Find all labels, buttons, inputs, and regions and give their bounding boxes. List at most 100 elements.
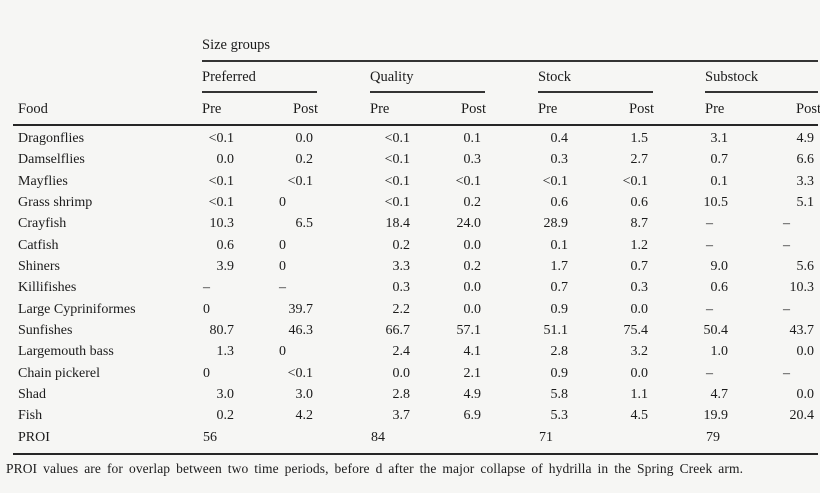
table-cell: 0.3: [463, 152, 482, 168]
table-cell: <0.1: [384, 173, 410, 189]
preferred-post-header: Post: [293, 101, 318, 117]
table-cell: 0.1: [463, 131, 482, 146]
table-cell: 4.5: [630, 408, 649, 424]
table-cell: 10.3: [209, 216, 235, 232]
table-cell: 0.9: [550, 301, 569, 317]
table-cell: 0.3: [392, 280, 411, 296]
table-cell: 3.2: [630, 344, 649, 360]
table-row: Fish 0.2 4.2 3.7 6.9 5.3 4.5 19.9 20.4: [0, 405, 820, 426]
column-group-substock: Substock: [705, 69, 759, 85]
table-cell: 43.7: [789, 323, 815, 339]
table-cell: 0: [203, 301, 210, 317]
row-label: Shad: [18, 387, 46, 403]
table-cell: 0.3: [550, 152, 569, 168]
row-label: Chain pickerel: [18, 365, 101, 381]
table-cell: 5.8: [550, 387, 569, 403]
substock-pre-header: Pre: [705, 101, 725, 117]
table-cell: 10.3: [789, 280, 815, 296]
table-cell: –: [783, 216, 790, 232]
table-cell: 0.9: [550, 365, 569, 381]
table-body: Dragonflies <0.1 0.0 <0.1 0.1 0.4 1.5 3.1 4.9 Dam…: [0, 128, 820, 448]
table-row: Large Cypriniformes 0 39.7 2.2 0.0 0.9 0.0 – –: [0, 299, 820, 320]
table-cell: 2.1: [463, 365, 482, 381]
table-row: Dragonflies <0.1 0.0 <0.1 0.1 0.4 1.5 3.1 4.9: [0, 128, 820, 149]
table-cell: –: [706, 365, 713, 381]
table-cell: 2.8: [392, 387, 411, 403]
table-cell: 3.3: [796, 173, 815, 189]
table-cell: 5.1: [796, 195, 815, 211]
table-cell: 0.4: [550, 131, 569, 146]
table-cell: 0.1: [550, 237, 569, 253]
table-cell: 0.3: [630, 280, 649, 296]
table-cell: 20.4: [789, 408, 815, 424]
table-cell: 66.7: [385, 323, 411, 339]
row-label: Catfish: [18, 237, 59, 253]
table-row: Damselflies 0.0 0.2 <0.1 0.3 0.3 2.7 0.7 6.6: [0, 149, 820, 170]
table-cell: 0.0: [216, 152, 235, 168]
stock-post-header: Post: [629, 101, 654, 117]
preferred-rule: [202, 91, 317, 93]
row-label: Fish: [18, 408, 43, 424]
table-cell: 0.7: [710, 152, 729, 168]
table-cell: <0.1: [208, 195, 234, 211]
table-cell: 3.9: [216, 259, 235, 275]
table-cell: 4.9: [463, 387, 482, 403]
row-label: Mayflies: [18, 173, 68, 189]
table-row: Mayflies <0.1 <0.1 <0.1 <0.1 <0.1 <0.1 0.1 3.3: [0, 171, 820, 192]
table-cell: 1.0: [710, 344, 729, 360]
table-cell: –: [706, 216, 713, 232]
table-cell: 19.9: [703, 408, 729, 424]
table-cell: 6.5: [295, 216, 314, 232]
table-row: PROI 56 84 71 79: [0, 427, 820, 448]
size-groups-spanner-label: Size groups: [202, 37, 271, 53]
column-group-preferred: Preferred: [202, 69, 256, 85]
column-group-quality: Quality: [370, 69, 414, 85]
table-cell: 28.9: [543, 216, 569, 232]
table-cell: <0.1: [455, 173, 481, 189]
table-cell: 2.7: [630, 152, 649, 168]
table-cell: 0: [203, 365, 210, 381]
table-bottom-rule: [13, 453, 818, 456]
quality-rule: [370, 91, 485, 93]
row-label: PROI: [18, 429, 50, 445]
table-cell: 46.3: [288, 323, 314, 339]
table-row: Sunfishes 80.7 46.3 66.7 57.1 51.1 75.4 50.4 43.…: [0, 320, 820, 341]
table-row: Grass shrimp <0.1 0 <0.1 0.2 0.6 0.6 10.5 5.1: [0, 192, 820, 213]
table-footnote: PROI values are for overlap between two …: [6, 461, 744, 476]
table-cell: 0.2: [216, 408, 235, 424]
table-cell: 84: [371, 429, 385, 445]
table-cell: 0: [279, 344, 286, 360]
table-cell: 0.6: [630, 195, 649, 211]
table-cell: <0.1: [384, 152, 410, 168]
table-cell: 1.7: [550, 259, 569, 275]
row-label: Large Cypriniformes: [18, 301, 136, 317]
table-cell: –: [783, 365, 790, 381]
column-group-stock: Stock: [538, 69, 572, 85]
table-cell: 0.6: [216, 237, 235, 253]
row-label: Dragonflies: [18, 131, 85, 146]
table-cell: 5.3: [550, 408, 569, 424]
table-cell: 2.4: [392, 344, 411, 360]
table-cell: 80.7: [209, 323, 235, 339]
food-column-header: Food: [18, 101, 48, 117]
table-row: Catfish 0.6 0 0.2 0.0 0.1 1.2 – –: [0, 235, 820, 256]
table-cell: 0.0: [630, 365, 649, 381]
row-label: Killifishes: [18, 280, 77, 296]
table-cell: <0.1: [384, 131, 410, 146]
table-cell: 0.1: [710, 173, 729, 189]
table-row: Shad 3.0 3.0 2.8 4.9 5.8 1.1 4.7 0.0: [0, 384, 820, 405]
row-label: Shiners: [18, 259, 60, 275]
table-cell: 24.0: [456, 216, 482, 232]
table-cell: 0.2: [463, 259, 482, 275]
table-cell: 1.1: [630, 387, 649, 403]
table-cell: 18.4: [385, 216, 411, 232]
table-row: Shiners 3.9 0 3.3 0.2 1.7 0.7 9.0 5.6: [0, 256, 820, 277]
table-row: Chain pickerel 0 <0.1 0.0 2.1 0.9 0.0 – –: [0, 363, 820, 384]
table-cell: 0.6: [550, 195, 569, 211]
table-cell: 0.2: [295, 152, 314, 168]
row-label: Damselflies: [18, 152, 85, 168]
table-cell: 0.2: [392, 237, 411, 253]
quality-pre-header: Pre: [370, 101, 390, 117]
table-row: Killifishes – – 0.3 0.0 0.7 0.3 0.6 10.3: [0, 277, 820, 298]
table-cell: <0.1: [287, 365, 313, 381]
